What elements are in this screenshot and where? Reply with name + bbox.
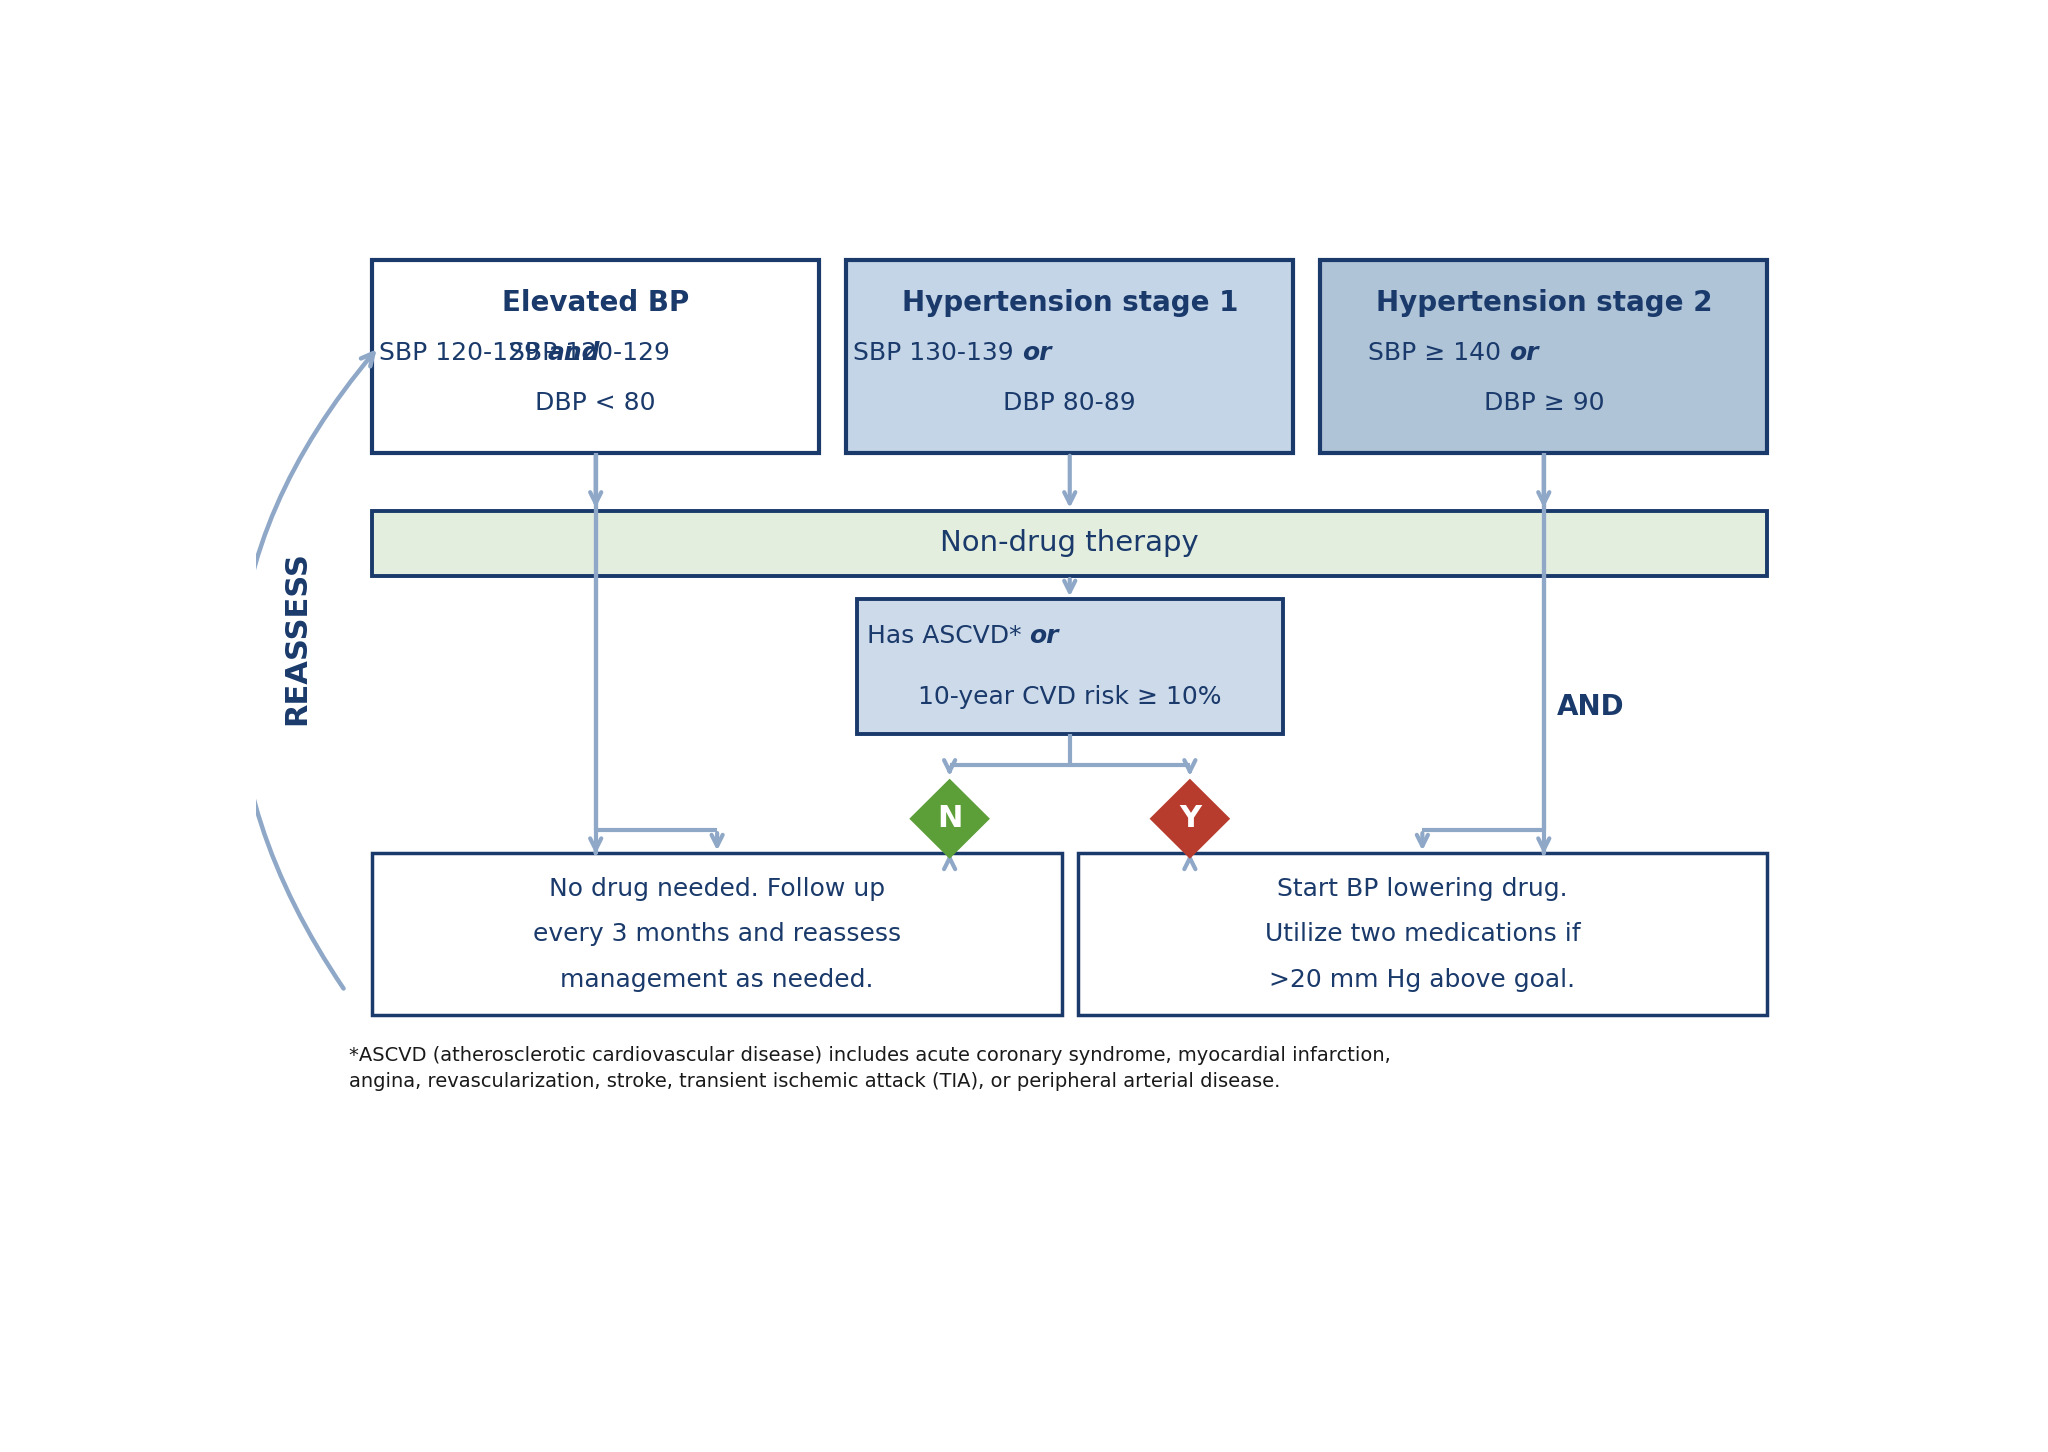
Text: and: and <box>547 341 600 364</box>
Text: REASSESS: REASSESS <box>283 550 311 725</box>
Text: DBP ≥ 90: DBP ≥ 90 <box>1483 391 1604 415</box>
Text: SBP 120-129: SBP 120-129 <box>379 341 547 364</box>
FancyBboxPatch shape <box>373 260 819 453</box>
Text: every 3 months and reassess: every 3 months and reassess <box>532 922 901 947</box>
Text: Start BP lowering drug.: Start BP lowering drug. <box>1278 877 1567 900</box>
Text: SBP 120-129: SBP 120-129 <box>508 341 682 364</box>
Text: management as needed.: management as needed. <box>561 967 874 992</box>
Text: Elevated BP: Elevated BP <box>502 289 690 317</box>
Text: SBP 130-139: SBP 130-139 <box>854 341 1022 364</box>
Text: >20 mm Hg above goal.: >20 mm Hg above goal. <box>1270 967 1575 992</box>
Polygon shape <box>1149 778 1231 858</box>
Text: or: or <box>1030 624 1059 648</box>
Polygon shape <box>909 778 989 858</box>
Text: Hypertension stage 1: Hypertension stage 1 <box>901 289 1237 317</box>
Text: or: or <box>1022 341 1051 364</box>
Text: DBP 80-89: DBP 80-89 <box>1004 391 1137 415</box>
Text: 10-year CVD risk ≥ 10%: 10-year CVD risk ≥ 10% <box>918 685 1221 710</box>
Text: or: or <box>1509 341 1538 364</box>
Text: DBP < 80: DBP < 80 <box>535 391 655 415</box>
Text: Non-drug therapy: Non-drug therapy <box>940 530 1200 558</box>
FancyBboxPatch shape <box>1077 854 1767 1015</box>
FancyBboxPatch shape <box>373 511 1767 576</box>
FancyBboxPatch shape <box>373 854 1063 1015</box>
Text: No drug needed. Follow up: No drug needed. Follow up <box>549 877 885 900</box>
Text: Utilize two medications if: Utilize two medications if <box>1264 922 1581 947</box>
Text: Has ASCVD*: Has ASCVD* <box>866 624 1030 648</box>
Text: *ASCVD (atherosclerotic cardiovascular disease) includes acute coronary syndrome: *ASCVD (atherosclerotic cardiovascular d… <box>348 1045 1391 1092</box>
Text: AND: AND <box>1556 693 1624 722</box>
FancyArrowPatch shape <box>238 353 373 989</box>
Text: Y: Y <box>1180 804 1200 833</box>
FancyBboxPatch shape <box>846 260 1292 453</box>
FancyBboxPatch shape <box>856 600 1282 735</box>
Text: N: N <box>936 804 963 833</box>
Text: Hypertension stage 2: Hypertension stage 2 <box>1376 289 1712 317</box>
FancyBboxPatch shape <box>1321 260 1767 453</box>
Text: SBP ≥ 140: SBP ≥ 140 <box>1368 341 1509 364</box>
